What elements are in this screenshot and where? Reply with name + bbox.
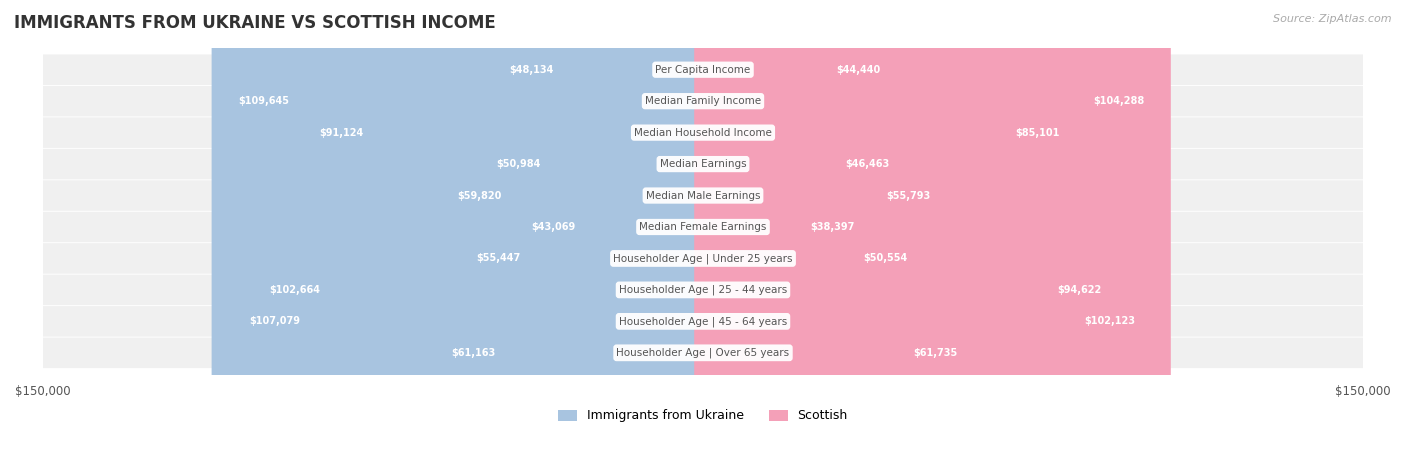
Text: $43,069: $43,069 — [531, 222, 575, 232]
FancyBboxPatch shape — [695, 0, 880, 467]
Text: $46,463: $46,463 — [845, 159, 890, 169]
Text: Median Family Income: Median Family Income — [645, 96, 761, 106]
Text: $48,134: $48,134 — [509, 65, 553, 75]
FancyBboxPatch shape — [695, 0, 917, 467]
FancyBboxPatch shape — [224, 0, 711, 467]
Text: IMMIGRANTS FROM UKRAINE VS SCOTTISH INCOME: IMMIGRANTS FROM UKRAINE VS SCOTTISH INCO… — [14, 14, 496, 32]
Text: Median Household Income: Median Household Income — [634, 127, 772, 138]
FancyBboxPatch shape — [42, 55, 1364, 85]
Text: $104,288: $104,288 — [1092, 96, 1144, 106]
Text: $107,079: $107,079 — [249, 316, 301, 326]
FancyBboxPatch shape — [695, 0, 957, 467]
FancyBboxPatch shape — [42, 86, 1364, 116]
Text: $85,101: $85,101 — [1015, 127, 1060, 138]
FancyBboxPatch shape — [695, 0, 935, 467]
FancyBboxPatch shape — [42, 117, 1364, 148]
FancyBboxPatch shape — [695, 0, 1128, 467]
Text: Median Male Earnings: Median Male Earnings — [645, 191, 761, 200]
FancyBboxPatch shape — [450, 0, 711, 467]
Text: $102,123: $102,123 — [1084, 316, 1135, 326]
Text: $61,163: $61,163 — [451, 348, 496, 358]
Text: Householder Age | 45 - 64 years: Householder Age | 45 - 64 years — [619, 316, 787, 326]
FancyBboxPatch shape — [42, 306, 1364, 337]
FancyBboxPatch shape — [242, 0, 711, 467]
FancyBboxPatch shape — [430, 0, 711, 467]
FancyBboxPatch shape — [482, 0, 711, 467]
Text: Householder Age | 25 - 44 years: Householder Age | 25 - 44 years — [619, 285, 787, 295]
Text: $50,554: $50,554 — [863, 254, 908, 263]
FancyBboxPatch shape — [425, 0, 711, 467]
Text: Householder Age | Under 25 years: Householder Age | Under 25 years — [613, 253, 793, 264]
Text: Per Capita Income: Per Capita Income — [655, 65, 751, 75]
FancyBboxPatch shape — [42, 275, 1364, 305]
Text: $50,984: $50,984 — [496, 159, 540, 169]
FancyBboxPatch shape — [505, 0, 711, 467]
FancyBboxPatch shape — [695, 0, 907, 467]
FancyBboxPatch shape — [470, 0, 711, 467]
FancyBboxPatch shape — [42, 180, 1364, 211]
FancyBboxPatch shape — [42, 243, 1364, 274]
FancyBboxPatch shape — [292, 0, 711, 467]
Text: Median Earnings: Median Earnings — [659, 159, 747, 169]
FancyBboxPatch shape — [695, 0, 984, 467]
Text: $61,735: $61,735 — [912, 348, 957, 358]
FancyBboxPatch shape — [212, 0, 711, 467]
Text: $59,820: $59,820 — [457, 191, 502, 200]
Text: $102,664: $102,664 — [269, 285, 319, 295]
Text: Householder Age | Over 65 years: Householder Age | Over 65 years — [616, 347, 790, 358]
FancyBboxPatch shape — [695, 0, 1161, 467]
FancyBboxPatch shape — [42, 149, 1364, 179]
Text: $91,124: $91,124 — [319, 127, 364, 138]
FancyBboxPatch shape — [42, 338, 1364, 368]
FancyBboxPatch shape — [42, 212, 1364, 242]
FancyBboxPatch shape — [695, 0, 1087, 467]
Text: $44,440: $44,440 — [837, 65, 882, 75]
Text: $94,622: $94,622 — [1057, 285, 1102, 295]
Text: $55,793: $55,793 — [887, 191, 931, 200]
Text: Source: ZipAtlas.com: Source: ZipAtlas.com — [1274, 14, 1392, 24]
FancyBboxPatch shape — [695, 0, 1171, 467]
Text: Median Female Earnings: Median Female Earnings — [640, 222, 766, 232]
Text: $109,645: $109,645 — [238, 96, 290, 106]
Text: $55,447: $55,447 — [477, 254, 520, 263]
Legend: Immigrants from Ukraine, Scottish: Immigrants from Ukraine, Scottish — [553, 404, 853, 427]
Text: $38,397: $38,397 — [810, 222, 855, 232]
